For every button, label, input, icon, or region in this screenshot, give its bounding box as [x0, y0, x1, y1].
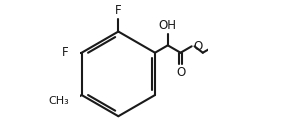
Text: OH: OH [159, 19, 177, 32]
Text: O: O [176, 66, 185, 79]
Text: O: O [193, 40, 202, 53]
Text: F: F [62, 46, 69, 59]
Text: CH₃: CH₃ [49, 96, 69, 106]
Text: F: F [115, 4, 122, 17]
